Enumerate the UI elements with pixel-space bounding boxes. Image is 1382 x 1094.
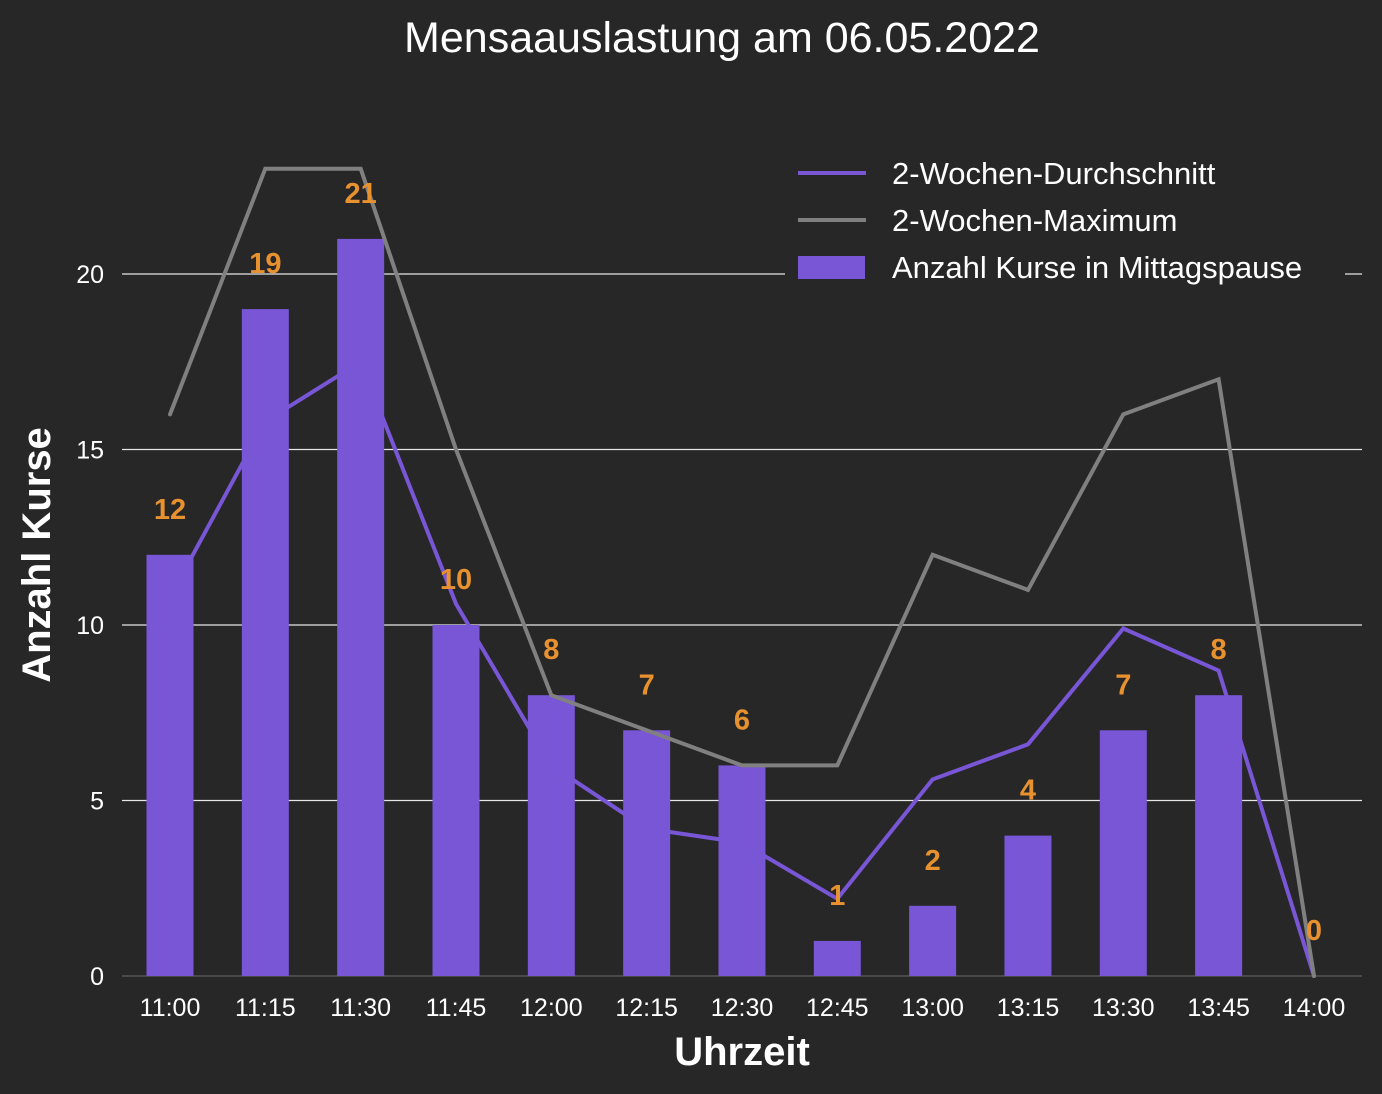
x-tick-5: 12:15 <box>615 994 678 1022</box>
x-tick-9: 13:15 <box>997 994 1060 1022</box>
data-label-8: 2 <box>925 845 941 877</box>
y-tick-15: 15 <box>76 437 104 465</box>
bar-7 <box>813 940 861 976</box>
x-tick-8: 13:00 <box>901 994 964 1022</box>
data-label-7: 1 <box>829 880 845 912</box>
data-label-0: 12 <box>154 494 186 526</box>
y-tick-10: 10 <box>76 612 104 640</box>
data-label-9: 4 <box>1020 775 1036 807</box>
legend-label-bars: Anzahl Kurse in Mittagspause <box>892 250 1302 285</box>
y-tick-0: 0 <box>90 963 104 991</box>
bars <box>146 238 1243 977</box>
bar-8 <box>909 905 957 976</box>
lines <box>168 166 1316 978</box>
legend-label-average: 2-Wochen-Durchschnitt <box>892 156 1216 191</box>
data-label-6: 6 <box>734 704 750 736</box>
x-tick-0: 11:00 <box>140 994 201 1022</box>
x-axis-label: Uhrzeit <box>674 1030 810 1074</box>
x-tick-3: 11:45 <box>426 994 487 1022</box>
chart-title: Mensaauslastung am 06.05.2022 <box>404 14 1040 62</box>
bar-6 <box>718 765 766 976</box>
y-tick-20: 20 <box>76 261 104 289</box>
x-tick-1: 11:15 <box>235 994 296 1022</box>
data-label-12: 0 <box>1306 915 1322 947</box>
data-label-5: 7 <box>639 669 655 701</box>
data-label-11: 8 <box>1211 634 1227 666</box>
series-line-average <box>168 358 1316 978</box>
bar-11 <box>1195 695 1243 976</box>
bar-3 <box>432 625 480 976</box>
y-axis-label: Anzahl Kurse <box>15 427 59 683</box>
legend-background <box>785 145 1345 295</box>
legend-swatch-bars <box>798 256 865 279</box>
bar-5 <box>623 730 671 976</box>
legend-label-maximum: 2-Wochen-Maximum <box>892 203 1177 238</box>
x-tick-7: 12:45 <box>806 994 869 1022</box>
data-label-2: 21 <box>345 178 377 210</box>
x-tick-2: 11:30 <box>330 994 391 1022</box>
bar-2 <box>337 238 385 976</box>
y-ticks: 0 5 10 15 20 <box>76 261 104 991</box>
data-label-10: 7 <box>1115 669 1131 701</box>
bar-0 <box>146 554 194 976</box>
data-label-3: 10 <box>440 564 472 596</box>
x-tick-11: 13:45 <box>1187 994 1250 1022</box>
x-tick-4: 12:00 <box>520 994 583 1022</box>
y-tick-5: 5 <box>90 788 104 816</box>
x-tick-12: 14:00 <box>1283 994 1346 1022</box>
legend: 2-Wochen-Durchschnitt 2-Wochen-Maximum A… <box>785 145 1345 295</box>
bar-9 <box>1004 835 1052 976</box>
data-label-1: 19 <box>249 248 281 280</box>
x-ticks: 11:00 11:15 11:30 11:45 12:00 12:15 12:30 12:45… <box>140 994 1346 1022</box>
series-line-maximum <box>168 166 1316 978</box>
x-tick-10: 13:30 <box>1092 994 1155 1022</box>
x-tick-6: 12:30 <box>711 994 774 1022</box>
bar-10 <box>1099 730 1147 976</box>
data-label-4: 8 <box>543 634 559 666</box>
